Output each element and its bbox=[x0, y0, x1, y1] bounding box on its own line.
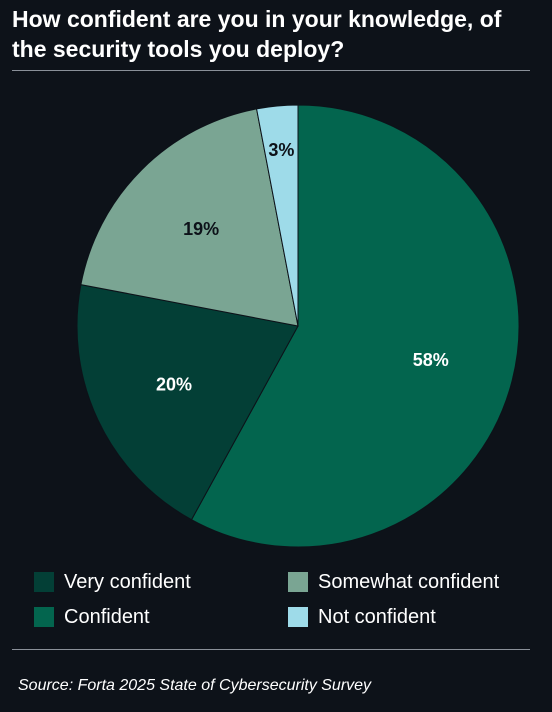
pie-slice-not-confident bbox=[256, 104, 299, 327]
legend-item-confident: Confident bbox=[34, 604, 150, 630]
pie-slice-confident bbox=[190, 104, 520, 548]
legend-label-very-confident: Very confident bbox=[64, 570, 191, 593]
legend-label-somewhat-confident: Somewhat confident bbox=[318, 570, 500, 593]
pie-label-confident: 58% bbox=[413, 350, 449, 370]
legend-swatch-not-confident bbox=[288, 607, 308, 627]
title-divider bbox=[12, 70, 530, 71]
legend-swatch-confident bbox=[34, 607, 54, 627]
legend-label-not-confident: Not confident bbox=[318, 605, 436, 628]
source-note: Source: Forta 2025 State of Cybersecurit… bbox=[18, 677, 372, 694]
pie-label-not-confident: 3% bbox=[268, 140, 294, 160]
chart-legend: Very confident Somewhat confident Confid… bbox=[34, 566, 544, 636]
pie-label-somewhat-confident: 19% bbox=[183, 219, 219, 239]
legend-swatch-very-confident bbox=[34, 572, 54, 592]
legend-item-somewhat-confident: Somewhat confident bbox=[288, 569, 499, 595]
legend-swatch-somewhat-confident bbox=[288, 572, 308, 592]
pie-slice-very-confident bbox=[76, 284, 299, 521]
pie-label-very-confident: 20% bbox=[156, 374, 192, 394]
pie-slice-somewhat-confident bbox=[80, 108, 299, 327]
legend-item-very-confident: Very confident bbox=[34, 569, 191, 595]
legend-label-confident: Confident bbox=[64, 605, 150, 628]
legend-item-not-confident: Not confident bbox=[288, 604, 436, 630]
chart-title: How confident are you in your knowledge,… bbox=[12, 6, 502, 62]
source-divider bbox=[12, 649, 530, 650]
